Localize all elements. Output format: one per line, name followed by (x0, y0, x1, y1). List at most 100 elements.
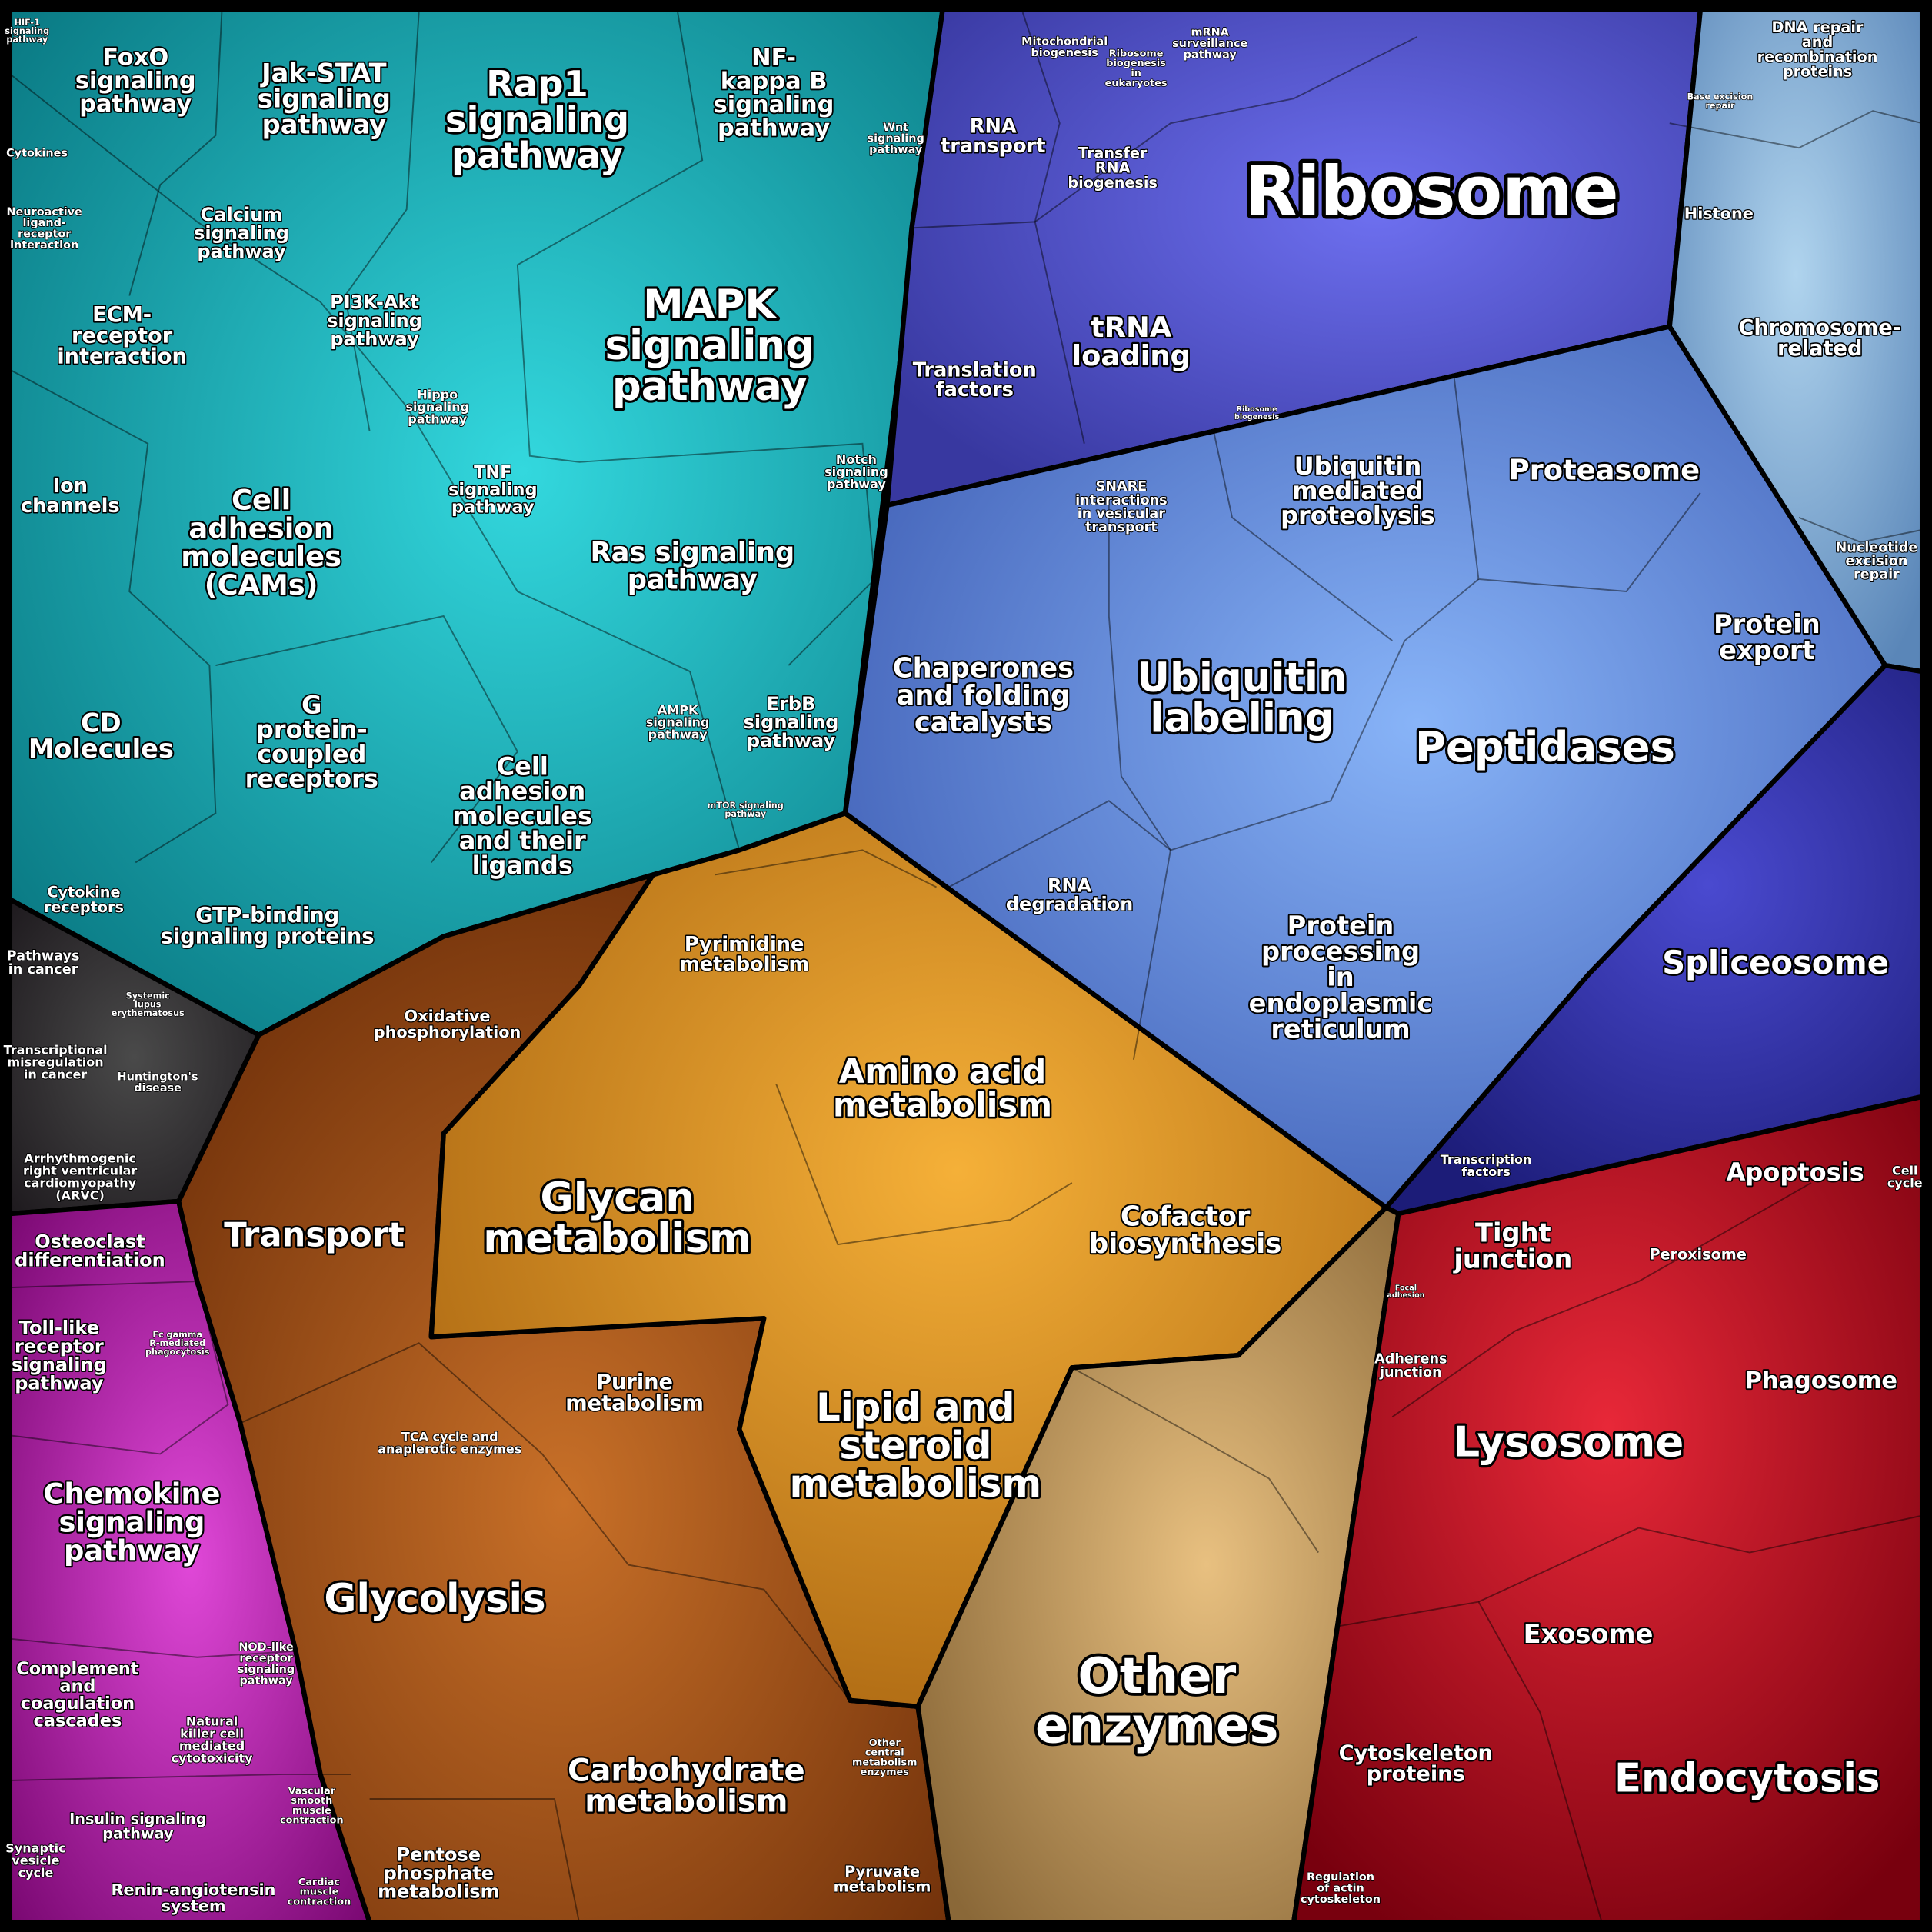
region-label: Other central metabolism enzymes (852, 1737, 917, 1778)
label-line: differentiation (15, 1249, 165, 1271)
region-label: Glycolysis (324, 1576, 545, 1622)
label-line: Tight (1475, 1218, 1551, 1248)
label-line: NOD-like (238, 1641, 294, 1654)
label-line: disease (134, 1082, 182, 1094)
label-line: Transcription (1441, 1152, 1532, 1167)
region-label: Ubiquitin labeling (1137, 655, 1347, 742)
region-label: Oxidative phosphorylation (374, 1007, 521, 1041)
boundary (1213, 431, 1393, 641)
label-line: pathway (747, 730, 836, 751)
label-line: Transcriptional (4, 1043, 108, 1058)
label-line: Neuroactive (7, 206, 83, 218)
label-line: reticulum (1271, 1014, 1410, 1044)
label-line: Hippo (417, 387, 458, 401)
label-line: Glycolysis (324, 1576, 545, 1622)
label-line: signaling (12, 1354, 107, 1376)
boundary (9, 368, 217, 864)
label-line: coupled (257, 740, 366, 769)
label-line: mediated (179, 1739, 245, 1754)
label-line: Pyruvate (844, 1863, 920, 1880)
label-line: proteins (1367, 1763, 1465, 1787)
label-line: Pathways (7, 949, 80, 964)
label-line: metabolism (378, 1881, 499, 1903)
label-line: biogenesis (1031, 47, 1098, 59)
label-line: R-mediated (149, 1338, 205, 1348)
label-line: endoplasmic (1249, 988, 1433, 1018)
label-line: pathway (262, 110, 386, 140)
region-label: Mitochondrial biogenesis (1021, 36, 1108, 59)
label-line: receptor (15, 1336, 104, 1357)
label-line: metabolism (585, 1784, 788, 1819)
label-line: metabolism (483, 1215, 751, 1262)
region-label: Proteasome (1509, 453, 1700, 486)
boundary (9, 73, 741, 851)
region-label: Peptidases (1415, 722, 1675, 771)
region-label: Nucleotide excision repair (1836, 540, 1918, 582)
label-line: Molecules (28, 734, 174, 764)
label-line: enzymes (861, 1767, 910, 1778)
region-label: mTOR signaling pathway (708, 801, 784, 819)
label-line: Pentose (397, 1844, 481, 1865)
region-label: Cofactor biosynthesis (1089, 1201, 1281, 1260)
region-label: Regulation of actin cytoskeleton (1301, 1871, 1381, 1906)
label-line: junction (1452, 1244, 1572, 1274)
label-line: pathway (6, 35, 48, 45)
region-label: NOD-like receptor signaling pathway (238, 1641, 295, 1687)
boundary (369, 1798, 580, 1923)
region-label: AMPK signaling pathway (646, 702, 710, 741)
label-line: Proteasome (1509, 453, 1700, 486)
label-line: cycle (1887, 1176, 1923, 1191)
label-line: metabolism (679, 953, 809, 976)
label-line: Renin-angiotensin (112, 1880, 276, 1899)
region-label: SNARE interactions in vesicular transport (1075, 479, 1168, 535)
label-line: signaling (868, 132, 924, 145)
label-line: biogenesis (1234, 413, 1280, 421)
label-line: eukaryotes (1105, 78, 1168, 89)
label-line: TCA cycle and (401, 1430, 498, 1444)
region-label: Peroxisome (1649, 1246, 1747, 1264)
cellular-processes-region (1291, 1094, 1925, 1925)
label-line: adhesion (1387, 1291, 1424, 1300)
region-label: Osteoclast differentiation (15, 1231, 165, 1271)
label-line: pathway (330, 328, 419, 350)
region-label: Ribosome biogenesis in eukaryotes (1105, 48, 1168, 88)
label-line: ErbB (767, 693, 816, 715)
label-line: (CAMs) (205, 568, 318, 601)
region-label: Cytoskeleton proteins (1339, 1741, 1493, 1786)
label-line: phosphorylation (374, 1023, 521, 1041)
label-line: and (59, 1676, 95, 1696)
label-line: Vascular (288, 1785, 336, 1797)
label-line: RNA (1095, 159, 1131, 177)
region-label: DNA repair and recombination proteins (1757, 18, 1878, 81)
region-label: Cell adhesion molecules (CAMs) (181, 484, 341, 602)
label-line: pathway (612, 363, 808, 410)
label-line: pathway (408, 411, 467, 426)
label-line: signaling (75, 68, 196, 95)
label-line: Translation (913, 359, 1037, 382)
label-line: cascades (34, 1710, 122, 1730)
label-line: channels (21, 495, 120, 518)
region-label: Adherens junction (1374, 1351, 1447, 1381)
boundary (578, 442, 876, 666)
label-line: Transport (224, 1216, 404, 1254)
region-label: Exosome (1524, 1619, 1654, 1649)
region-label: Calcium signaling pathway (194, 204, 289, 262)
label-line: in cancer (8, 962, 78, 978)
label-line: pathway (197, 241, 286, 262)
label-line: Cytoskeleton (1339, 1741, 1493, 1765)
label-line: Cell (232, 484, 291, 517)
boundary (1108, 505, 1480, 851)
label-line: recombination (1757, 48, 1878, 65)
label-line: DNA repair (1772, 18, 1864, 36)
region-label: Cytokine receptors (44, 884, 124, 916)
region-label: Chemokine signaling pathway (43, 1477, 220, 1567)
label-line: molecules (452, 801, 592, 831)
region-label: HIF-1 signaling pathway (5, 18, 49, 45)
label-line: signaling (59, 1505, 205, 1538)
label-line: Spliceosome (1662, 944, 1889, 981)
region-label: Cell cycle (1887, 1164, 1923, 1191)
boundary (948, 800, 1171, 1060)
region-label: Pyruvate metabolism (834, 1863, 931, 1895)
